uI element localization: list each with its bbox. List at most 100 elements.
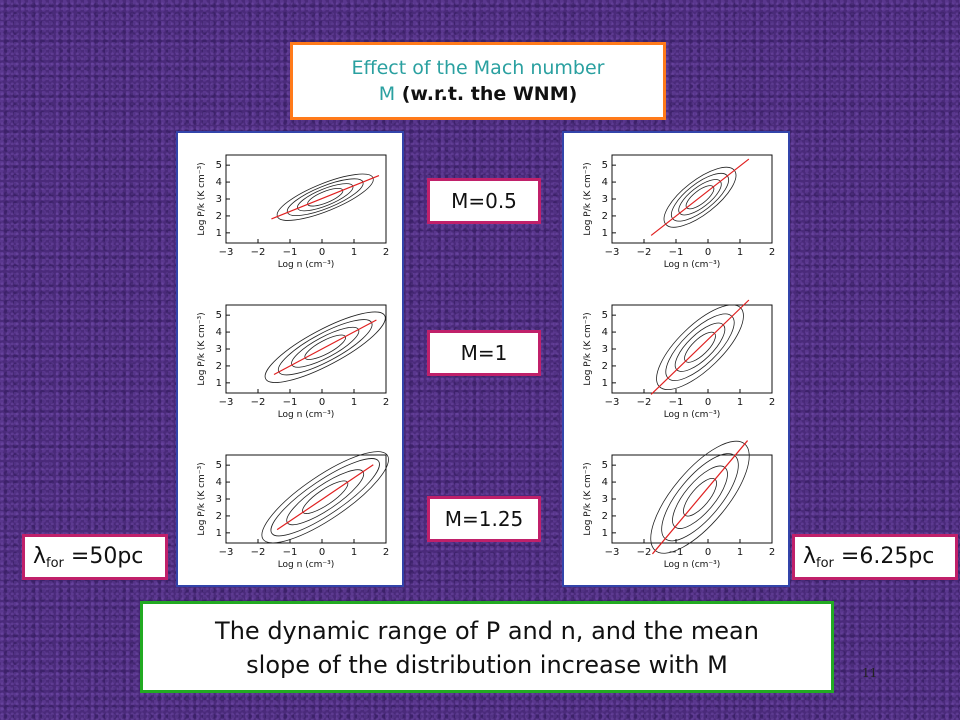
x-tick-label: −3 <box>605 247 620 258</box>
x-tick-label: 0 <box>319 397 325 408</box>
x-axis-label: Log n (cm⁻³) <box>278 560 335 570</box>
y-axis-label: Log P/k (K cm⁻³) <box>197 462 207 535</box>
y-axis-label: Log P/k (K cm⁻³) <box>583 462 593 535</box>
plot-right-2: −3 −2 −1 0 1 2 1 2 3 4 5 Log n (cm⁻³) Log P/k (K cm⁻… <box>583 440 775 570</box>
x-tick-label: 0 <box>705 397 711 408</box>
conclusion-line-1: The dynamic range of P and n, and the me… <box>215 617 759 645</box>
mach-label-1.25: M=1.25 <box>427 496 541 542</box>
y-tick-label: 4 <box>602 177 608 188</box>
plot-right-1: −3 −2 −1 0 1 2 1 2 3 4 5 Log n (cm⁻³) Log P/k (K cm⁻… <box>583 299 775 420</box>
y-tick-label: 4 <box>602 477 608 488</box>
plot-right-0: −3 −2 −1 0 1 2 1 2 3 4 5 Log n (cm⁻³) Log P/k (K cm⁻… <box>583 154 775 270</box>
y-tick-label: 5 <box>602 160 608 171</box>
y-tick-label: 5 <box>216 460 222 471</box>
y-tick-label: 1 <box>602 228 608 239</box>
x-tick-label: 2 <box>383 547 389 558</box>
y-tick-label: 2 <box>216 511 222 522</box>
plot-panel-right: −3 −2 −1 0 1 2 1 2 3 4 5 Log n (cm⁻³) Log P/k (K cm⁻… <box>562 131 790 587</box>
lambda-symbol-right: λ <box>803 544 817 569</box>
slide-title: Effect of the Mach number M (w.r.t. the … <box>290 42 666 120</box>
plot-left-1: −3 −2 −1 0 1 2 1 2 3 4 5 Log n (cm⁻³) Log P/k (K cm⁻… <box>197 304 389 420</box>
y-tick-label: 5 <box>216 160 222 171</box>
y-tick-label: 3 <box>602 494 608 505</box>
x-tick-label: 2 <box>769 247 775 258</box>
conclusion-box: The dynamic range of P and n, and the me… <box>140 601 834 693</box>
title-line-2: M (w.r.t. the WNM) <box>293 81 663 107</box>
plot-panel-left: −3 −2 −1 0 1 2 1 2 3 4 5 Log n (cm⁻³) Log P/k (K cm⁻… <box>176 131 404 587</box>
plot-frame <box>225 454 387 544</box>
x-tick-label: −2 <box>637 247 652 258</box>
plot-frame <box>611 304 773 394</box>
x-tick-label: −2 <box>251 397 266 408</box>
fit-line <box>271 174 380 220</box>
plot-frame <box>225 154 387 244</box>
x-tick-label: −1 <box>669 247 684 258</box>
fit-line <box>651 440 749 555</box>
y-tick-label: 1 <box>602 378 608 389</box>
y-tick-label: 1 <box>216 528 222 539</box>
x-tick-label: −1 <box>283 547 298 558</box>
x-tick-label: 2 <box>769 547 775 558</box>
x-tick-label: −2 <box>637 547 652 558</box>
x-tick-label: −1 <box>283 247 298 258</box>
plot-panel-right-svg: −3 −2 −1 0 1 2 1 2 3 4 5 Log n (cm⁻³) Log P/k (K cm⁻… <box>583 154 775 570</box>
y-tick-label: 3 <box>602 344 608 355</box>
y-tick-label: 5 <box>602 460 608 471</box>
lambda-value-right: =6.25pc <box>833 544 935 569</box>
lambda-label-right: λfor =6.25pc <box>792 534 958 580</box>
x-tick-label: 1 <box>737 247 743 258</box>
y-tick-label: 3 <box>216 344 222 355</box>
x-tick-label: 1 <box>351 547 357 558</box>
x-tick-label: 1 <box>351 397 357 408</box>
x-tick-label: −2 <box>637 397 652 408</box>
x-tick-label: −1 <box>669 397 684 408</box>
mach-label-0.5: M=0.5 <box>427 178 541 224</box>
x-axis-label: Log n (cm⁻³) <box>664 560 721 570</box>
x-tick-label: 2 <box>383 397 389 408</box>
y-tick-label: 3 <box>602 194 608 205</box>
x-tick-label: −1 <box>669 547 684 558</box>
plot-left-0: −3 −2 −1 0 1 2 1 2 3 4 5 Log n (cm⁻³) Log P/k (K cm⁻… <box>197 154 389 270</box>
y-tick-label: 1 <box>216 228 222 239</box>
title-line-1: Effect of the Mach number <box>351 57 605 79</box>
x-tick-label: 1 <box>737 397 743 408</box>
plot-frame <box>225 304 387 394</box>
x-tick-label: −3 <box>605 547 620 558</box>
y-tick-label: 4 <box>216 477 222 488</box>
y-tick-label: 4 <box>216 327 222 338</box>
plot-left-2: −3 −2 −1 0 1 2 1 2 3 4 5 Log n (cm⁻³) Log P/k (K cm⁻… <box>197 451 389 570</box>
x-tick-label: 1 <box>351 247 357 258</box>
y-tick-label: 5 <box>602 310 608 321</box>
y-axis-label: Log P/k (K cm⁻³) <box>197 162 207 235</box>
y-tick-label: 4 <box>216 177 222 188</box>
y-tick-label: 1 <box>602 528 608 539</box>
contour-line <box>264 311 386 383</box>
fit-line <box>650 299 750 395</box>
x-tick-label: −3 <box>219 247 234 258</box>
x-axis-label: Log n (cm⁻³) <box>664 410 721 420</box>
x-tick-label: −3 <box>219 547 234 558</box>
x-axis-label: Log n (cm⁻³) <box>278 410 335 420</box>
x-tick-label: −3 <box>605 397 620 408</box>
y-tick-label: 5 <box>216 310 222 321</box>
y-axis-label: Log P/k (K cm⁻³) <box>583 312 593 385</box>
x-tick-label: −1 <box>283 397 298 408</box>
plot-panel-left-svg: −3 −2 −1 0 1 2 1 2 3 4 5 Log n (cm⁻³) Log P/k (K cm⁻… <box>197 154 389 570</box>
y-axis-label: Log P/k (K cm⁻³) <box>197 312 207 385</box>
x-tick-label: 0 <box>705 547 711 558</box>
plot-frame <box>611 154 773 244</box>
x-tick-label: −3 <box>219 397 234 408</box>
x-tick-label: 2 <box>383 247 389 258</box>
title-mach-symbol: M <box>378 83 396 105</box>
lambda-sub-right: for <box>816 556 834 571</box>
conclusion-line-2: slope of the distribution increase with … <box>246 651 728 679</box>
x-tick-label: −2 <box>251 547 266 558</box>
y-tick-label: 4 <box>602 327 608 338</box>
y-tick-label: 2 <box>602 211 608 222</box>
plot-frame <box>611 454 773 544</box>
y-tick-label: 3 <box>216 194 222 205</box>
contour-line <box>270 458 380 537</box>
x-axis-label: Log n (cm⁻³) <box>278 260 335 270</box>
mach-label-1: M=1 <box>427 330 541 376</box>
page-number: 11 <box>862 666 878 680</box>
